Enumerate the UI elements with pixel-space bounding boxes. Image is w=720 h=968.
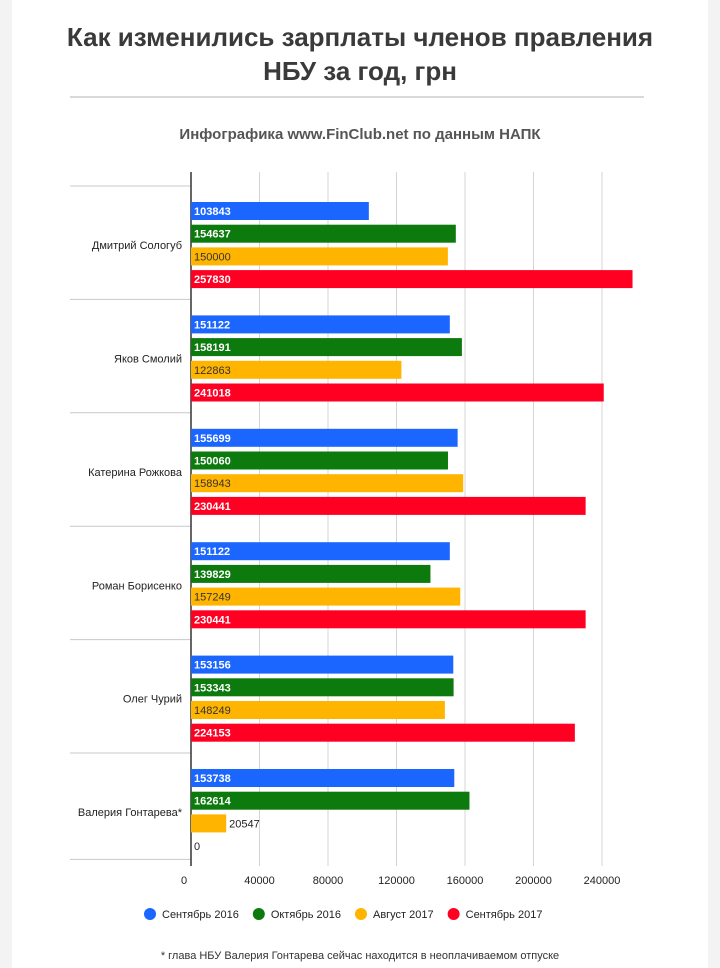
- bar: [191, 474, 464, 493]
- bar: [191, 360, 402, 379]
- chart-title-line-2: НБУ за год, грн: [263, 56, 457, 86]
- data-label: 230441: [194, 614, 231, 626]
- bar: [191, 451, 448, 470]
- data-label: 241018: [194, 388, 231, 400]
- bar: [191, 202, 369, 220]
- bar: [191, 814, 227, 833]
- data-label: 158191: [194, 342, 231, 354]
- data-label: 157249: [194, 592, 231, 604]
- category-label: Олег Чурий: [123, 694, 182, 706]
- legend-label: Октябрь 2016: [271, 909, 341, 921]
- legend-marker: [252, 908, 265, 920]
- data-label: 153343: [194, 682, 231, 694]
- chart-footnote: * глава НБУ Валерия Гонтарева сейчас нах…: [160, 950, 560, 962]
- bar: [191, 769, 455, 787]
- bar: [191, 678, 454, 697]
- bar: [191, 315, 450, 334]
- bar: [191, 542, 450, 561]
- data-label: 154637: [194, 229, 231, 241]
- legend-marker: [354, 908, 367, 920]
- bar: [191, 723, 575, 742]
- data-label: 150000: [194, 251, 231, 263]
- x-tick-label: 200000: [515, 875, 552, 887]
- bar: [191, 610, 586, 629]
- data-label: 20547: [229, 818, 260, 830]
- bar: [191, 247, 448, 266]
- data-label: 155699: [194, 433, 231, 445]
- title-divider: [70, 96, 644, 98]
- data-label: 139829: [194, 569, 231, 581]
- category-label: Катерина Рожкова: [88, 467, 183, 479]
- chart-title: Как изменились зарплаты членов правления…: [0, 20, 720, 88]
- category-label: Роман Борисенко: [92, 580, 182, 592]
- legend-label: Август 2017: [373, 909, 434, 921]
- bar: [191, 791, 470, 810]
- data-label: 224153: [194, 728, 231, 740]
- legend-label: Сентябрь 2016: [162, 909, 239, 921]
- chart-title-line-1: Как изменились зарплаты членов правления: [66, 22, 654, 52]
- category-label: Дмитрий Сологуб: [92, 240, 182, 252]
- bar: [191, 383, 604, 402]
- data-label: 257830: [194, 274, 231, 286]
- bar: [191, 270, 633, 289]
- legend-marker: [144, 908, 156, 920]
- data-label: 158943: [194, 478, 231, 490]
- data-label: 122863: [194, 365, 231, 377]
- x-tick-label: 120000: [378, 875, 415, 887]
- data-label: 151122: [194, 319, 230, 331]
- bar: [191, 224, 456, 243]
- bar: [191, 655, 454, 674]
- data-label: 230441: [194, 501, 231, 513]
- bar: [191, 496, 586, 515]
- x-tick-label: 80000: [313, 875, 344, 887]
- chart-subtitle: Инфографика www.FinClub.net по данным НА…: [179, 126, 541, 143]
- data-label: 151122: [194, 546, 230, 558]
- x-tick-label: 160000: [447, 875, 484, 887]
- data-label: 148249: [194, 705, 231, 717]
- legend-label: Сентябрь 2017: [466, 909, 543, 921]
- data-label: 0: [194, 841, 200, 853]
- data-label: 103843: [194, 206, 231, 218]
- data-label: 150060: [194, 456, 231, 468]
- bar: [191, 701, 445, 719]
- bar: [191, 564, 431, 583]
- category-label: Валерия Гонтарева*: [78, 807, 183, 819]
- data-label: 153156: [194, 660, 231, 672]
- x-tick-label: 0: [181, 875, 187, 887]
- data-label: 153738: [194, 773, 231, 785]
- x-tick-label: 40000: [244, 875, 275, 887]
- bar: [191, 587, 461, 606]
- bar: [191, 428, 458, 447]
- legend-marker: [447, 908, 460, 920]
- bar: [191, 338, 462, 357]
- category-label: Яков Смолий: [114, 353, 182, 365]
- data-label: 162614: [194, 796, 232, 808]
- x-tick-label: 240000: [584, 875, 621, 887]
